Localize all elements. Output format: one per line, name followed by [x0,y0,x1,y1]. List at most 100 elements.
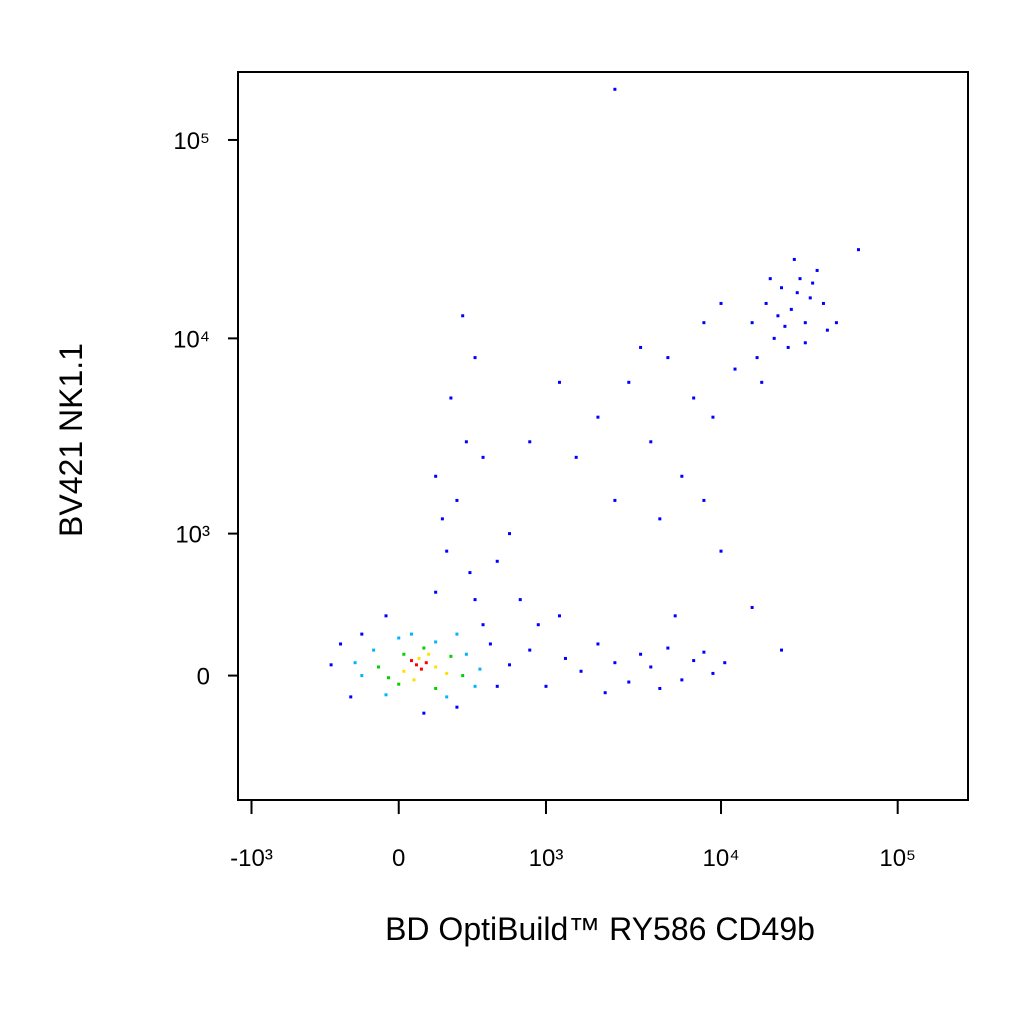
event-dot [377,665,381,669]
event-dot [445,671,449,675]
event-dot [792,257,796,261]
event-dot [780,648,784,652]
event-dot [649,665,653,669]
event-dot [764,301,768,305]
event-dot [680,474,684,478]
event-dot [613,661,617,665]
event-dot [397,636,401,640]
event-dot [723,661,727,665]
event-dot [449,654,453,658]
event-dot [536,623,540,627]
event-dot [481,623,485,627]
event-dot [397,682,401,686]
event-dot [473,684,477,688]
event-dot [434,686,438,690]
event-dot [508,532,512,536]
event-dot [579,669,583,673]
event-dot [613,87,617,91]
event-dot [464,440,468,444]
event-dot [557,614,561,618]
event-dot [825,328,829,332]
event-dot [360,632,364,636]
event-dot [422,711,426,715]
event-dot [557,380,561,384]
event-dot [719,301,723,305]
event-dot [795,291,799,295]
event-dot [574,455,578,459]
event-dot [445,695,449,699]
event-dot [702,498,706,502]
event-dot [666,356,670,360]
event-dot [808,296,812,300]
y-axis-label: BV421 NK1.1 [53,343,89,537]
event-dot [786,345,790,349]
event-dot [372,648,376,652]
event-dot [473,356,477,360]
event-dot [834,321,838,325]
event-dot [495,684,499,688]
event-dot [639,345,643,349]
event-dot [815,268,819,272]
event-dot [424,661,428,665]
event-dot [449,396,453,400]
event-dot [658,517,662,521]
event-dot [666,646,670,650]
event-dot [414,663,418,667]
event-dot [627,680,631,684]
event-dot [768,277,772,281]
event-dot [627,380,631,384]
event-dot [461,674,465,678]
event-dot [856,248,860,252]
event-dot [434,640,438,644]
event-dot [673,614,677,618]
event-dot [488,642,492,646]
event-dot [384,693,388,697]
event-dot [603,691,607,695]
event-dot [563,656,567,660]
x-tick-label: -10³ [230,845,273,872]
event-dot [387,676,391,680]
event-dot [455,632,459,636]
event-dot [409,632,413,636]
event-dot [544,684,548,688]
event-dot [613,498,617,502]
event-dot [639,652,643,656]
event-dot [518,598,522,602]
event-dot [384,614,388,618]
event-dot [402,652,406,656]
event-dot [434,590,438,594]
event-dot [473,598,477,602]
event-dot [339,642,343,646]
event-dot [780,286,784,290]
x-tick-label: 10³ [529,845,564,872]
event-dot [434,474,438,478]
event-dot [719,549,723,553]
event-dot [440,517,444,521]
event-dot [783,324,787,328]
event-dot [803,341,807,345]
event-dot [481,455,485,459]
event-dot [760,380,764,384]
event-dot [353,661,357,665]
event-dot [772,336,776,340]
event-dot [402,669,406,673]
event-dot [329,663,333,667]
event-dot [427,652,431,656]
event-dot [692,396,696,400]
event-dot [798,277,802,281]
event-dot [803,321,807,325]
event-dot [596,642,600,646]
x-tick-label: 10⁴ [703,845,740,872]
event-dot [349,695,353,699]
event-dot [422,646,426,650]
y-tick-label: 10⁵ [173,128,210,155]
event-dot [649,440,653,444]
y-tick-label: 0 [197,664,210,691]
event-dot [412,678,416,682]
event-dot [468,571,472,575]
event-dot [711,415,715,419]
event-dot [455,498,459,502]
event-dot [461,314,465,318]
event-dot [702,321,706,325]
